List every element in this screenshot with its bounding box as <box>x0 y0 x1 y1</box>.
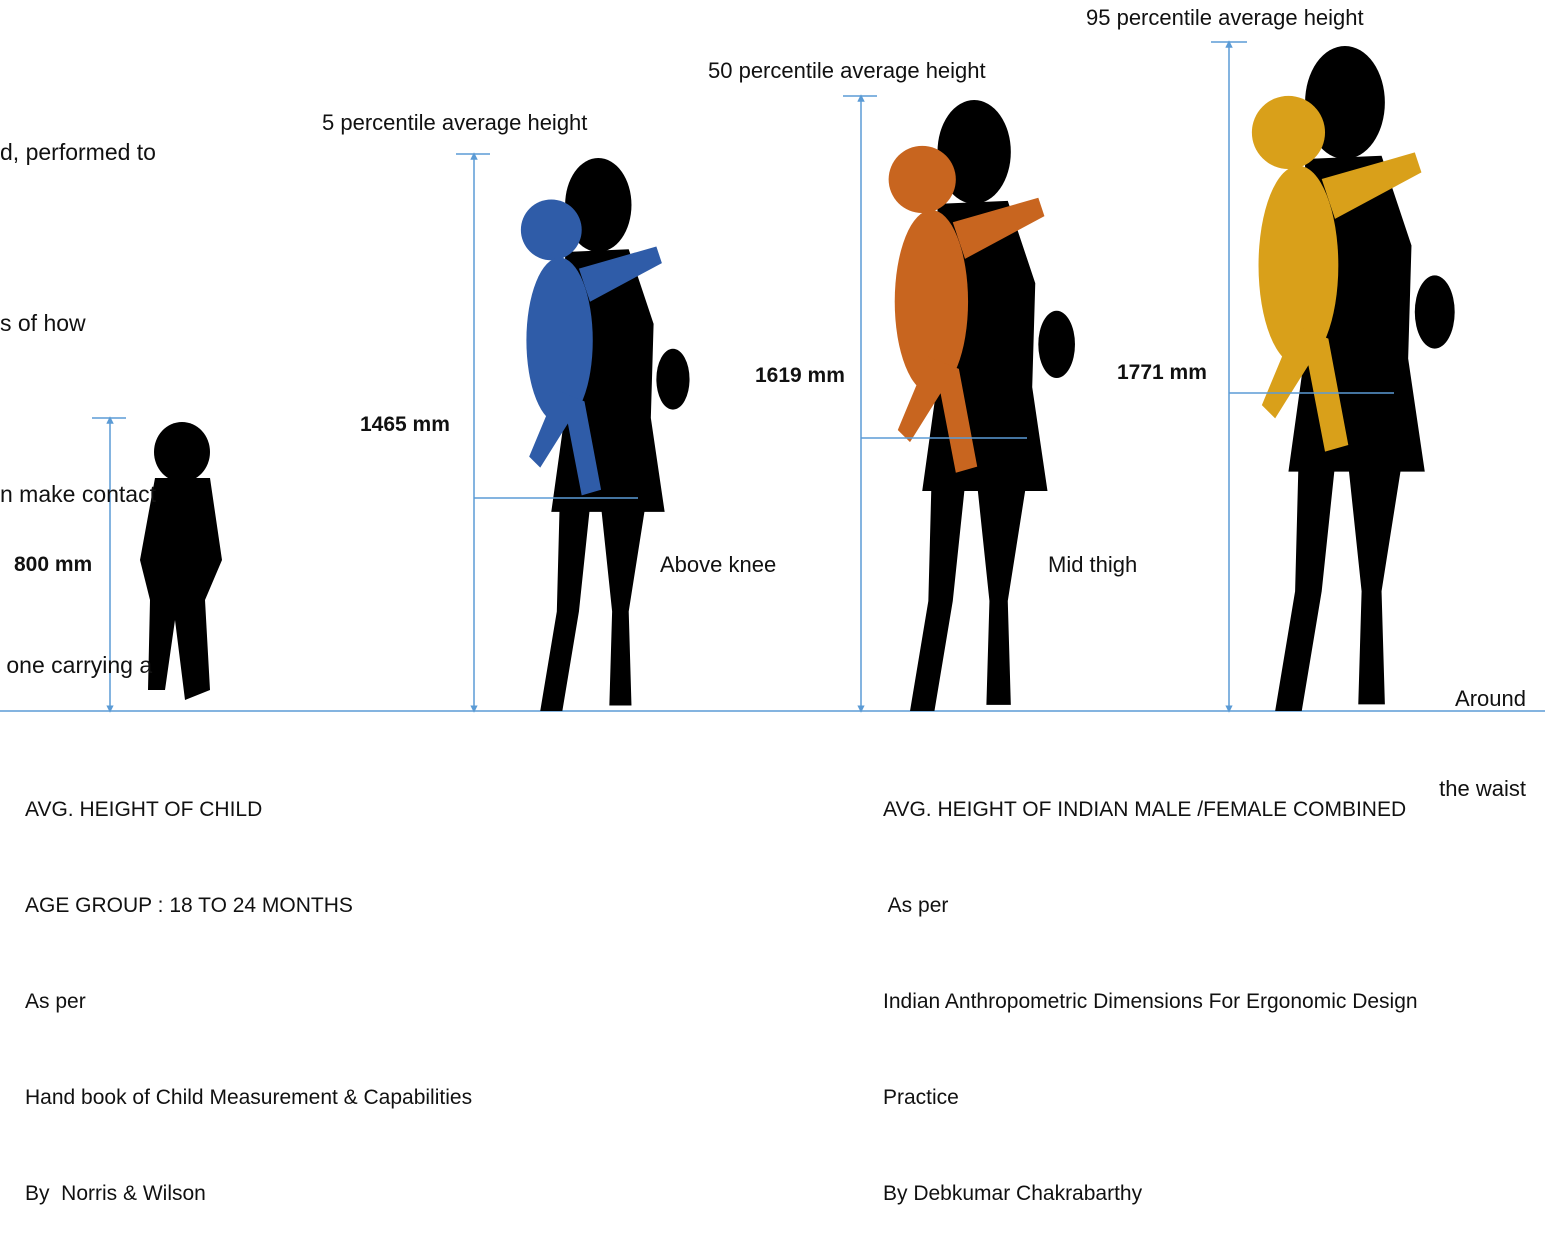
caption-line: AGE GROUP : 18 TO 24 MONTHS <box>25 890 472 922</box>
height-label: 1771 mm <box>1117 358 1207 388</box>
height-label: 800 mm <box>14 550 92 580</box>
percentile-label: 50 percentile average height <box>708 56 986 86</box>
child-caption: AVG. HEIGHT OF CHILD AGE GROUP : 18 TO 2… <box>25 730 472 1242</box>
height-label: 1465 mm <box>360 410 450 440</box>
caption-line: By Debkumar Chakrabarthy <box>883 1178 1418 1210</box>
caption-line: Indian Anthropometric Dimensions For Erg… <box>883 986 1418 1018</box>
page: d, performed to s of how n make contact … <box>0 0 1545 890</box>
woman-figure <box>1252 46 1455 711</box>
contact-line: Mid thigh <box>1048 550 1137 580</box>
intro-line: n make contact <box>0 466 156 523</box>
contact-line: Above knee <box>660 550 776 580</box>
adult-caption: AVG. HEIGHT OF INDIAN MALE /FEMALE COMBI… <box>883 730 1418 1242</box>
contact-label: Around the waist <box>1400 624 1526 834</box>
woman-figure <box>521 158 690 711</box>
woman-figure <box>889 100 1075 711</box>
caption-line: AVG. HEIGHT OF INDIAN MALE /FEMALE COMBI… <box>883 794 1418 826</box>
caption-line: By Norris & Wilson <box>25 1178 472 1210</box>
contact-label: Mid thigh <box>1048 550 1137 580</box>
caption-line: Hand book of Child Measurement & Capabil… <box>25 1082 472 1114</box>
intro-line: d, performed to <box>0 124 156 181</box>
caption-line: Practice <box>883 1082 1418 1114</box>
percentile-label: 95 percentile average height <box>1086 3 1364 33</box>
caption-line: As per <box>25 986 472 1018</box>
contact-label: Above knee <box>660 550 776 580</box>
height-label: 1619 mm <box>755 361 845 391</box>
caption-line: AVG. HEIGHT OF CHILD <box>25 794 472 826</box>
intro-line: one carrying a <box>0 637 156 694</box>
intro-text: d, performed to s of how n make contact … <box>0 10 156 751</box>
intro-line: s of how <box>0 295 156 352</box>
caption-line: As per <box>883 890 1418 922</box>
contact-line: Around <box>1400 684 1526 714</box>
percentile-label: 5 percentile average height <box>322 108 587 138</box>
contact-line: the waist <box>1400 774 1526 804</box>
